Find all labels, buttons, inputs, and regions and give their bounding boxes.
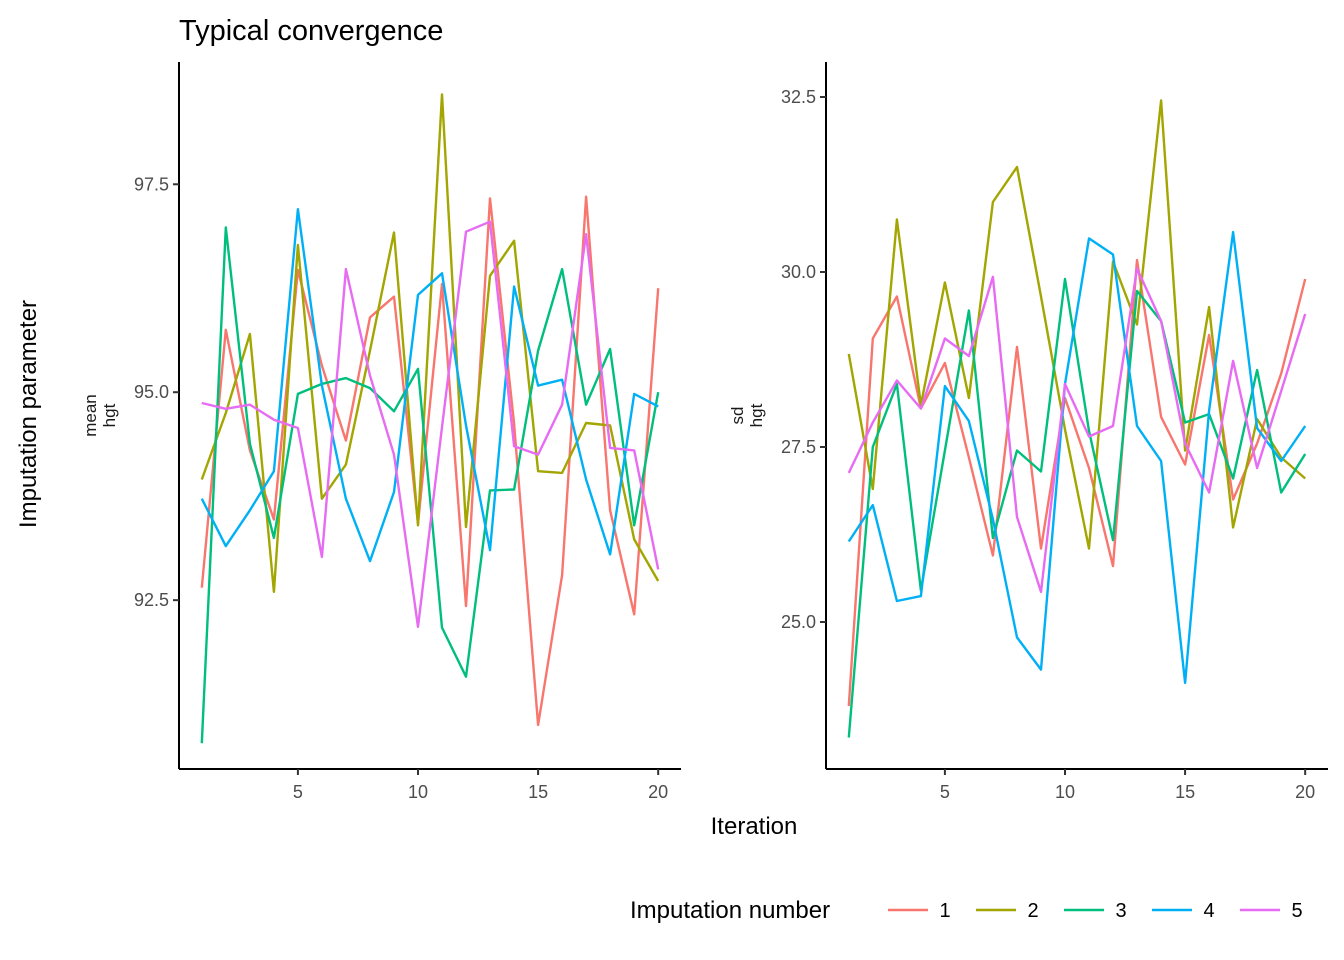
- sd-series-1-line: [847, 258, 1307, 707]
- mean-strip-label-line: mean: [81, 394, 100, 437]
- sd-y-tick-label: 32.5: [781, 87, 816, 107]
- mean-series-2-line: [200, 93, 660, 593]
- legend-label-1: 1: [939, 900, 950, 922]
- x-axis-title: Iteration: [711, 813, 798, 840]
- legend-label-5: 5: [1291, 900, 1302, 922]
- mean-panel: 92.5 95.0 97.5 5 10 15 20 meanhgt: [81, 62, 681, 802]
- mean-y-tick-label: 92.5: [134, 590, 169, 610]
- mean-series-5-line: [201, 220, 660, 628]
- mean-x-tick-label: 15: [528, 782, 548, 802]
- legend-label-2: 2: [1027, 900, 1038, 922]
- legend-label-4: 4: [1203, 900, 1214, 922]
- mean-x-tick-label: 5: [293, 782, 303, 802]
- sd-panel: 25.0 27.5 30.0 32.5 5 10 15 20 sdhgt: [728, 62, 1328, 802]
- sd-series-5-line: [847, 267, 1307, 594]
- sd-series-4-line: [847, 230, 1307, 685]
- y-axis-title: Imputation parameter: [15, 300, 42, 528]
- legend-label-3: 3: [1115, 900, 1126, 922]
- sd-x-tick-label: 5: [940, 782, 950, 802]
- sd-y-tick-label: 25.0: [781, 612, 816, 632]
- sd-strip-label: sdhgt: [728, 403, 766, 427]
- sd-y-tick-label: 27.5: [781, 437, 816, 457]
- sd-strip-label-line: sd: [728, 407, 747, 425]
- mean-x-tick-label: 20: [648, 782, 668, 802]
- mean-strip-label-line: hgt: [100, 403, 119, 427]
- mean-x-tick-label: 10: [408, 782, 428, 802]
- legend-title: Imputation number: [630, 897, 830, 924]
- mean-series-4-line: [200, 207, 659, 563]
- sd-x-tick-label: 10: [1055, 782, 1075, 802]
- mean-y-tick-label: 95.0: [134, 382, 169, 402]
- mean-y-tick-label: 97.5: [134, 174, 169, 194]
- mean-strip-label: meanhgt: [81, 394, 119, 437]
- sd-x-tick-label: 15: [1175, 782, 1195, 802]
- legend-keys: 1 2 3 4 5: [888, 900, 1303, 922]
- sd-x-tick-label: 20: [1295, 782, 1315, 802]
- sd-series-2-line: [847, 99, 1306, 550]
- mean-series-3-line: [200, 226, 660, 744]
- sd-strip-label-line: hgt: [747, 403, 766, 427]
- plot-title: Typical convergence: [179, 15, 443, 47]
- sd-y-tick-label: 30.0: [781, 262, 816, 282]
- legend: Imputation number 1 2 3 4 5: [630, 897, 1303, 924]
